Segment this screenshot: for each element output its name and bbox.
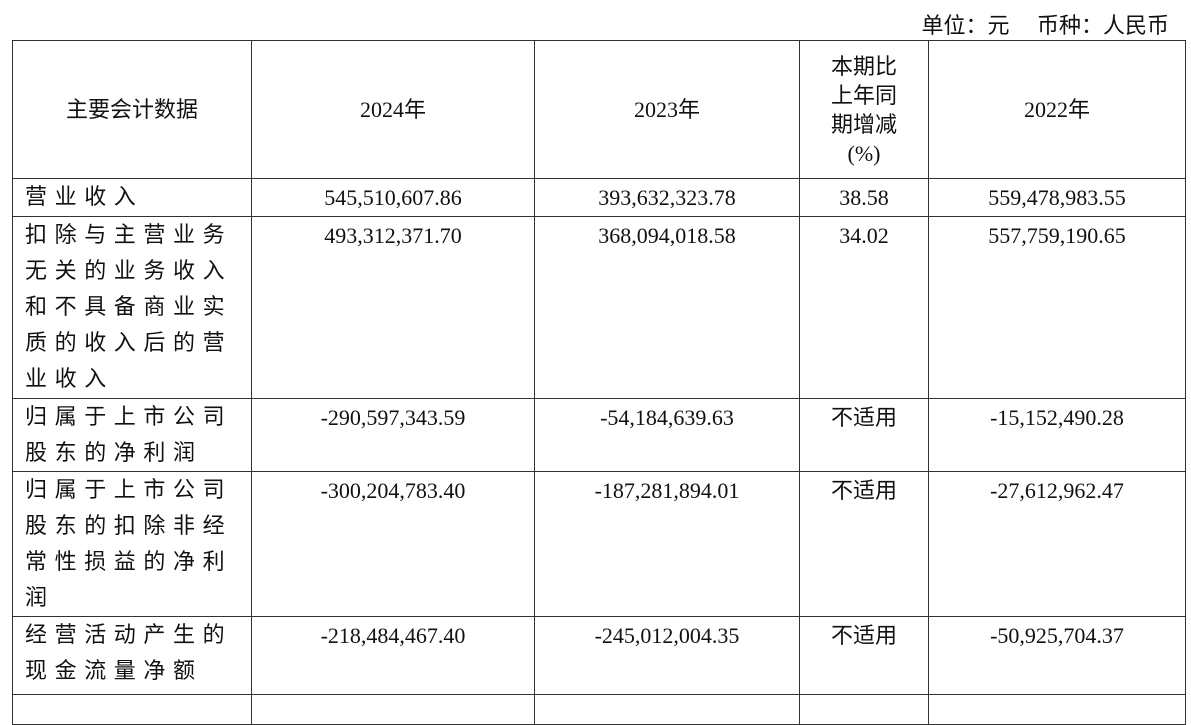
value-change: 不适用	[799, 398, 929, 472]
value-2023: -187,281,894.01	[534, 471, 800, 617]
row-label: 扣除与主营业务无关的业务收入和不具备商业实质的收入后的营业收入	[12, 216, 252, 399]
value-2022: 559,478,983.55	[928, 178, 1186, 217]
value-2024: -290,597,343.59	[251, 398, 535, 472]
value-change: 34.02	[799, 216, 929, 399]
currency-label: 币种：人民币	[1036, 13, 1169, 38]
header-change-text: 本期比上年同期增减(%)	[830, 53, 897, 166]
header-change: 本期比上年同期增减(%)	[799, 40, 929, 179]
value-change: 38.58	[799, 178, 929, 217]
key-accounting-data-table: 主要会计数据 2024年 2023年 本期比上年同期增减(%) 2022年 营业…	[12, 40, 1186, 725]
row-label: 营业收入	[12, 178, 252, 217]
value-2023: -54,184,639.63	[534, 398, 800, 472]
header-2024: 2024年	[251, 40, 535, 179]
value-2024: 545,510,607.86	[251, 178, 535, 217]
table-row: 营业收入 545,510,607.86 393,632,323.78 38.58…	[12, 178, 1186, 217]
row-label: 归属于上市公司股东的扣除非经常性损益的净利润	[12, 471, 252, 617]
unit-label: 单位：元	[921, 13, 1010, 38]
value-2024: 493,312,371.70	[251, 216, 535, 399]
value-2023: 393,632,323.78	[534, 178, 800, 217]
value-2023: -245,012,004.35	[534, 616, 800, 695]
header-row: 主要会计数据 2024年 2023年 本期比上年同期增减(%) 2022年	[12, 40, 1186, 179]
row-label: 归属于上市公司股东的净利润	[12, 398, 252, 472]
table-row: 经营活动产生的现金流量净额 -218,484,467.40 -245,012,0…	[12, 616, 1186, 695]
table-row: 归属于上市公司股东的净利润 -290,597,343.59 -54,184,63…	[12, 398, 1186, 472]
value-2023: 368,094,018.58	[534, 216, 800, 399]
unit-note: 单位：元 币种：人民币	[915, 8, 1169, 40]
table-row-continued	[12, 694, 1186, 725]
header-2023: 2023年	[534, 40, 800, 179]
value-change: 不适用	[799, 616, 929, 695]
value-change: 不适用	[799, 471, 929, 617]
value-2022: -27,612,962.47	[928, 471, 1186, 617]
row-label: 经营活动产生的现金流量净额	[12, 616, 252, 695]
value-2024: -300,204,783.40	[251, 471, 535, 617]
header-2022: 2022年	[928, 40, 1186, 179]
value-2022: 557,759,190.65	[928, 216, 1186, 399]
header-item: 主要会计数据	[12, 40, 252, 179]
value-2024: -218,484,467.40	[251, 616, 535, 695]
table-row: 归属于上市公司股东的扣除非经常性损益的净利润 -300,204,783.40 -…	[12, 471, 1186, 617]
value-2022: -50,925,704.37	[928, 616, 1186, 695]
value-2022: -15,152,490.28	[928, 398, 1186, 472]
table-row: 扣除与主营业务无关的业务收入和不具备商业实质的收入后的营业收入 493,312,…	[12, 216, 1186, 399]
